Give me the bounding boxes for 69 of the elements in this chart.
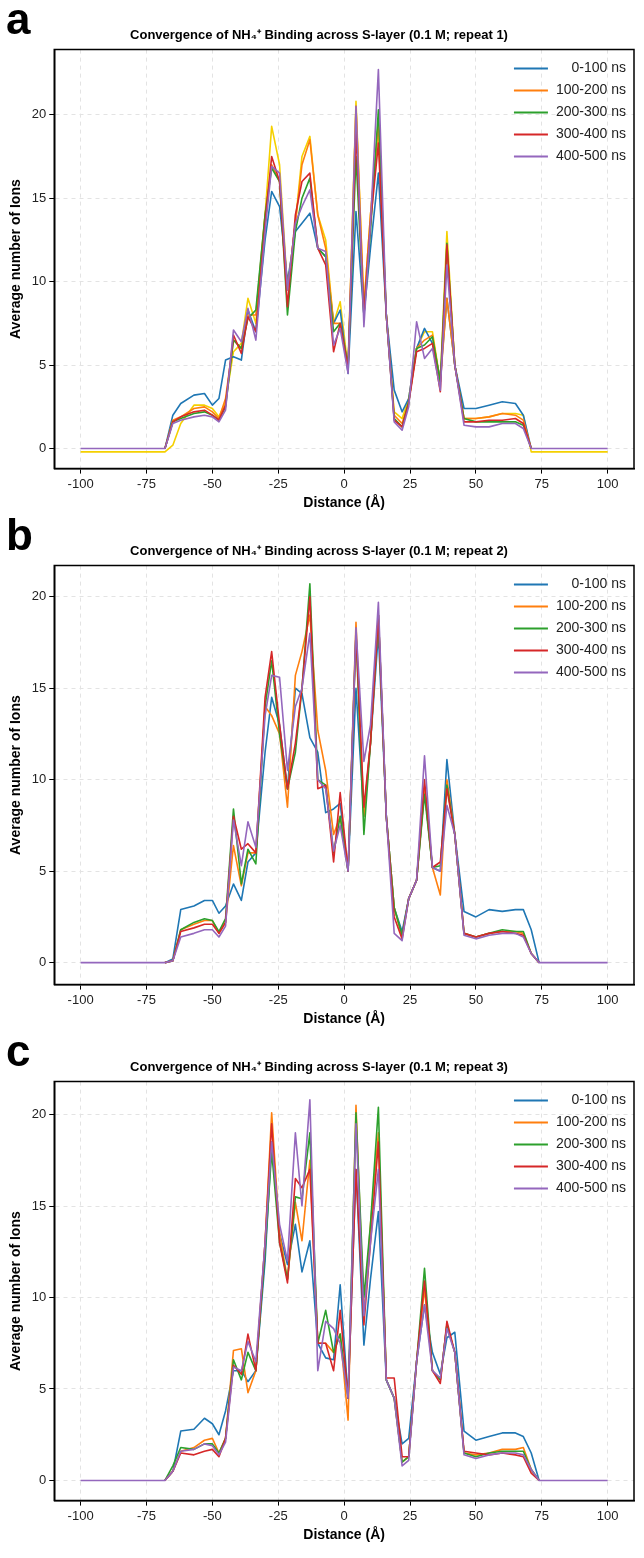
legend-label: 400-500 ns	[555, 1179, 626, 1196]
x-tick-label: 75	[534, 991, 549, 1007]
x-axis-title: Distance (Å)	[303, 1526, 385, 1543]
x-tick-label: 0	[340, 475, 348, 491]
x-tick-label: 75	[534, 1507, 549, 1523]
y-axis-title: Average number of Ions	[7, 179, 24, 339]
x-tick-label: 50	[468, 991, 484, 1007]
y-tick-label: 5	[39, 862, 47, 878]
legend-label: 0-100 ns	[571, 59, 626, 76]
x-tick-label: 100	[596, 475, 619, 491]
x-tick-label: 25	[402, 475, 418, 491]
x-tick-label: -50	[202, 991, 222, 1007]
x-tick-label: -25	[268, 991, 288, 1007]
chart-title: Convergence of NH₄⁺ Binding across S-layer (0.1 M; repeat 2)	[130, 543, 508, 559]
legend-label: 300-400 ns	[555, 125, 626, 142]
y-tick-label: 15	[31, 1197, 47, 1213]
y-tick-label: 0	[39, 954, 47, 970]
y-tick-label: 20	[31, 588, 47, 604]
y-axis-title: Average number of Ions	[7, 695, 24, 855]
x-tick-label: 25	[402, 991, 418, 1007]
y-tick-label: 10	[31, 771, 47, 787]
y-tick-label: 10	[31, 1289, 47, 1305]
x-tick-label: 50	[468, 1507, 484, 1523]
y-tick-label: 5	[39, 1380, 47, 1396]
x-tick-label: 0	[340, 991, 348, 1007]
legend-label: 400-500 ns	[555, 147, 626, 164]
x-tick-label: 75	[534, 475, 549, 491]
legend-label: 100-200 ns	[555, 597, 626, 614]
legend-label: 100-200 ns	[555, 81, 626, 98]
y-tick-label: 5	[39, 356, 47, 372]
legend-label: 300-400 ns	[555, 641, 626, 658]
y-tick-label: 0	[39, 1472, 47, 1488]
x-tick-label: 100	[596, 991, 619, 1007]
x-tick-label: -25	[268, 1507, 288, 1523]
y-axis-title: Average number of Ions	[7, 1211, 24, 1371]
x-tick-label: -25	[268, 475, 288, 491]
x-tick-label: 0	[340, 1507, 348, 1523]
chart-title: Convergence of NH₄⁺ Binding across S-layer (0.1 M; repeat 3)	[130, 1059, 508, 1075]
x-tick-label: -50	[202, 1507, 222, 1523]
y-tick-label: 0	[39, 440, 47, 456]
y-tick-label: 20	[31, 106, 47, 122]
x-axis-title: Distance (Å)	[303, 494, 385, 511]
legend-label: 200-300 ns	[555, 619, 626, 636]
legend-label: 0-100 ns	[571, 575, 626, 592]
legend-label: 400-500 ns	[555, 663, 626, 680]
chart-title: Convergence of NH₄⁺ Binding across S-layer (0.1 M; repeat 1)	[130, 27, 508, 43]
legend-label: 200-300 ns	[555, 103, 626, 120]
legend-label: 100-200 ns	[555, 1113, 626, 1130]
y-tick-label: 15	[31, 189, 47, 205]
x-tick-label: 100	[596, 1507, 619, 1523]
y-tick-label: 20	[31, 1106, 47, 1122]
x-tick-label: -100	[67, 475, 94, 491]
legend-label: 200-300 ns	[555, 1135, 626, 1152]
x-tick-label: -100	[67, 991, 94, 1007]
x-tick-label: -75	[137, 1507, 156, 1523]
x-tick-label: -100	[67, 1507, 94, 1523]
y-tick-label: 15	[31, 679, 47, 695]
x-tick-label: -75	[137, 991, 156, 1007]
text: b	[6, 510, 33, 560]
x-tick-label: 50	[468, 475, 484, 491]
x-axis-title: Distance (Å)	[303, 1010, 385, 1027]
x-tick-label: -50	[202, 475, 222, 491]
legend-label: 300-400 ns	[555, 1157, 626, 1174]
x-tick-label: 25	[402, 1507, 418, 1523]
legend-label: 0-100 ns	[571, 1091, 626, 1108]
text: a	[6, 0, 31, 44]
text: c	[6, 1026, 31, 1076]
y-tick-label: 10	[31, 273, 47, 289]
x-tick-label: -75	[137, 475, 156, 491]
